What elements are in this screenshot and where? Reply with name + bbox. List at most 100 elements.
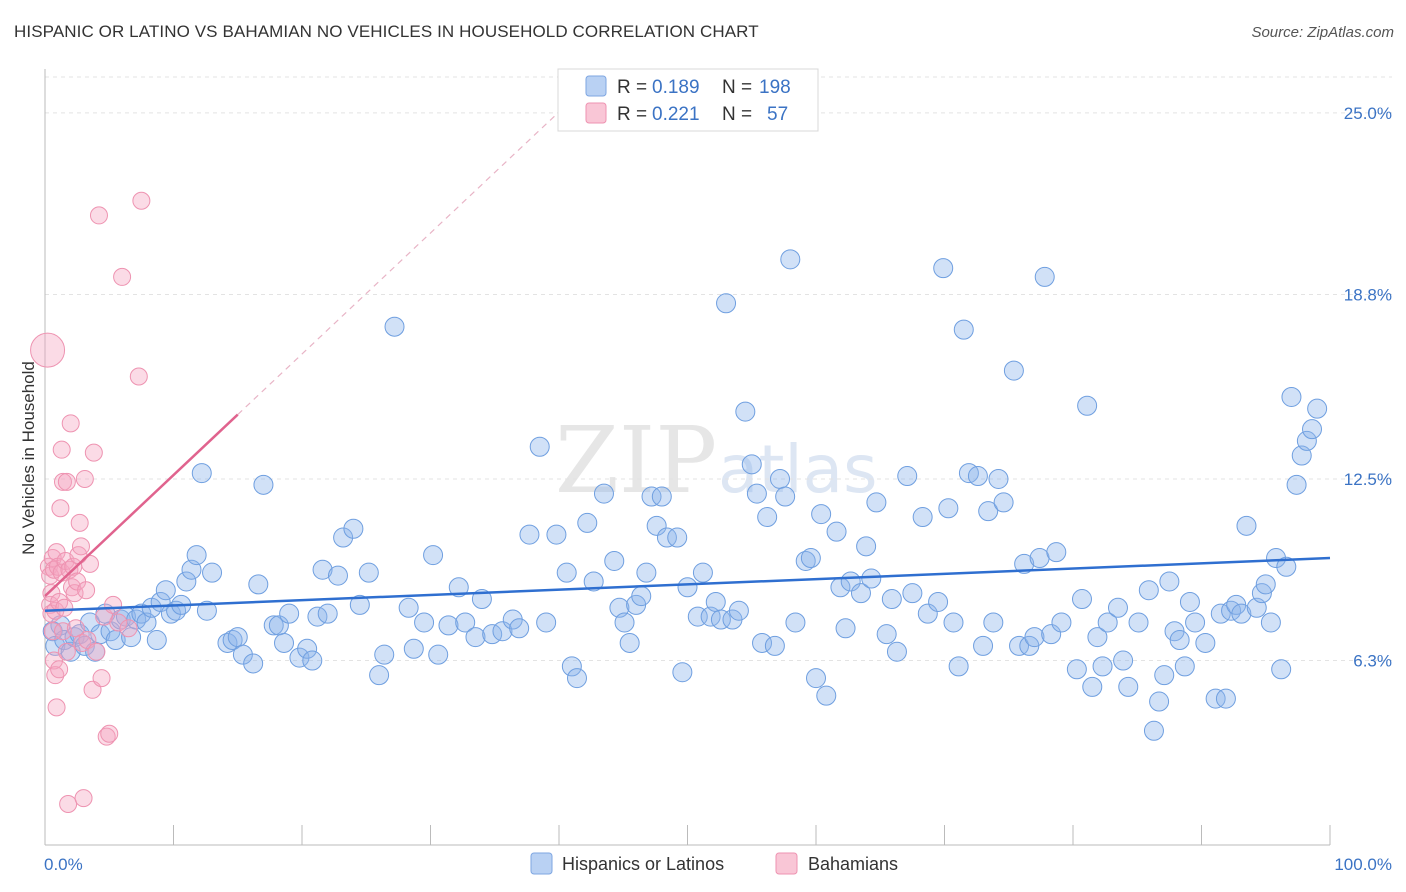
point-hispanics <box>826 521 847 542</box>
point-hispanics <box>850 583 871 604</box>
point-hispanics <box>938 498 959 519</box>
point-hispanics <box>448 577 469 598</box>
point-hispanics <box>160 603 181 624</box>
point-hispanics <box>1128 612 1149 633</box>
point-bahamians <box>87 642 106 661</box>
point-hispanics <box>455 612 476 633</box>
point-hispanics <box>583 571 604 592</box>
point-hispanics <box>312 559 333 580</box>
point-hispanics <box>561 656 582 677</box>
point-hispanics <box>438 615 459 636</box>
point-hispanics <box>917 603 938 624</box>
point-hispanics <box>1041 624 1062 645</box>
bottom-legend-swatch-hispanics <box>530 852 553 875</box>
point-hispanics <box>227 627 248 648</box>
point-hispanics <box>835 618 856 639</box>
point-hispanics <box>384 316 405 337</box>
point-hispanics <box>566 668 587 689</box>
point-bahamians <box>53 472 72 491</box>
point-bahamians <box>89 206 108 225</box>
point-hispanics <box>186 545 207 566</box>
point-hispanics <box>764 635 785 656</box>
trend-extension-bahamians <box>237 106 565 415</box>
point-hispanics <box>967 466 988 487</box>
point-hispanics <box>1029 548 1050 569</box>
point-hispanics <box>333 527 354 548</box>
legend-r-label-2: R = <box>617 104 647 125</box>
point-bahamians <box>97 727 116 746</box>
point-hispanics <box>297 638 318 659</box>
point-hispanics <box>973 635 994 656</box>
point-hispanics <box>577 512 598 533</box>
point-bahamians <box>61 414 80 433</box>
point-hispanics <box>232 644 253 665</box>
point-hispanics <box>1169 630 1190 651</box>
series-bahamians-points <box>30 191 151 814</box>
point-hispanics <box>795 550 816 571</box>
x-tick-label-min: 0.0% <box>44 855 83 874</box>
point-bahamians <box>65 584 84 603</box>
point-hispanics <box>1195 632 1216 653</box>
legend-swatch-bahamians <box>585 102 607 124</box>
point-hispanics <box>897 466 918 487</box>
point-bahamians <box>44 651 63 670</box>
point-hispanics <box>358 562 379 583</box>
legend-swatch-hispanics <box>585 75 607 97</box>
point-hispanics <box>1014 553 1035 574</box>
point-hispanics <box>1307 398 1328 419</box>
chart-title: HISPANIC OR LATINO VS BAHAMIAN NO VEHICL… <box>14 22 759 41</box>
point-hispanics <box>912 507 933 528</box>
point-hispanics <box>1087 627 1108 648</box>
point-bahamians <box>119 619 138 638</box>
point-hispanics <box>752 632 773 653</box>
point-hispanics <box>948 656 969 677</box>
point-hispanics <box>651 486 672 507</box>
point-hispanics <box>414 612 435 633</box>
point-hispanics <box>1009 635 1030 656</box>
point-hispanics <box>902 583 923 604</box>
point-hispanics <box>692 562 713 583</box>
point-hispanics <box>428 644 449 665</box>
point-hispanics <box>1113 650 1134 671</box>
point-hispanics <box>1255 574 1276 595</box>
point-hispanics <box>369 665 390 686</box>
legend-r-value-1: 0.189 <box>652 77 700 98</box>
point-hispanics <box>1154 665 1175 686</box>
point-hispanics <box>614 612 635 633</box>
point-hispanics <box>374 644 395 665</box>
point-hispanics <box>1118 676 1139 697</box>
point-hispanics <box>302 650 323 671</box>
point-hispanics <box>1051 612 1072 633</box>
point-hispanics <box>741 454 762 475</box>
trend-lines <box>44 106 1331 612</box>
point-bahamians <box>51 499 70 518</box>
point-hispanics <box>1092 656 1113 677</box>
legend-r-label-1: R = <box>617 77 647 98</box>
point-bahamians <box>43 622 62 641</box>
point-hispanics <box>785 612 806 633</box>
point-hispanics <box>593 483 614 504</box>
point-hispanics <box>1286 474 1307 495</box>
point-hispanics <box>953 319 974 340</box>
point-hispanics <box>780 249 801 270</box>
axes <box>44 69 1331 846</box>
point-hispanics <box>349 594 370 615</box>
point-hispanics <box>196 600 217 621</box>
point-hispanics <box>217 632 238 653</box>
point-hispanics <box>1185 612 1206 633</box>
point-bahamians <box>104 595 123 614</box>
point-hispanics <box>1260 612 1281 633</box>
point-hispanics <box>816 685 837 706</box>
point-bahamians <box>70 513 89 532</box>
point-hispanics <box>423 545 444 566</box>
point-hispanics <box>1003 360 1024 381</box>
point-hispanics <box>1296 430 1317 451</box>
point-hispanics <box>800 548 821 569</box>
point-hispanics <box>1231 603 1252 624</box>
point-hispanics <box>636 562 657 583</box>
point-hispanics <box>1138 580 1159 601</box>
source-label: Source: ZipAtlas.com <box>1251 24 1394 41</box>
point-hispanics <box>529 436 550 457</box>
point-hispanics <box>403 638 424 659</box>
